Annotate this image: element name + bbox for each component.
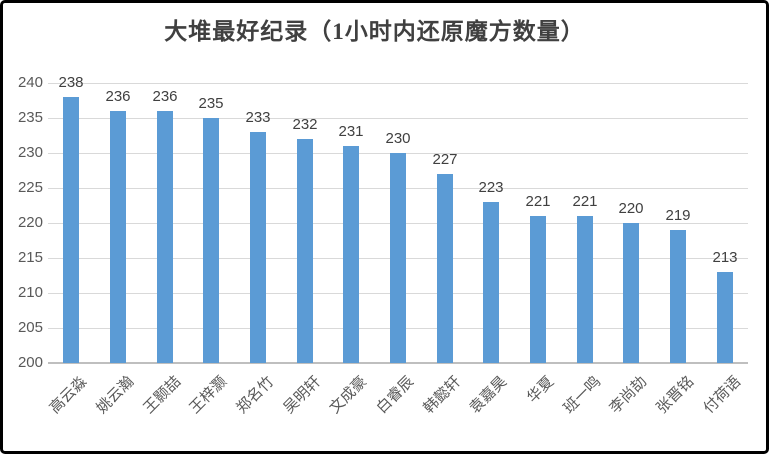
bar-value-label: 232 (292, 116, 318, 133)
bar (343, 146, 359, 363)
x-axis-category-label: 吴明轩 (280, 373, 325, 417)
bar-value-label: 221 (525, 193, 551, 210)
gridline (48, 83, 748, 84)
bar (203, 118, 219, 363)
gridline (48, 118, 748, 119)
x-axis-category-label: 韩懿轩 (420, 373, 465, 417)
bar-value-label: 223 (478, 179, 504, 196)
bar (390, 153, 406, 363)
x-axis-category-label: 袁嘉昊 (466, 373, 511, 417)
y-axis-tick-label: 210 (17, 284, 43, 301)
bar (110, 111, 126, 363)
bar-value-label: 231 (338, 123, 364, 140)
bar (157, 111, 173, 363)
y-axis-tick-label: 240 (17, 74, 43, 91)
bar (623, 223, 639, 363)
bar (483, 202, 499, 363)
bar-value-label: 227 (432, 151, 458, 168)
bar-value-label: 238 (58, 74, 84, 91)
bar (530, 216, 546, 363)
bar-value-label: 236 (152, 88, 178, 105)
bar-value-label: 230 (385, 130, 411, 147)
bar-value-label: 219 (665, 207, 691, 224)
x-axis-category-label: 付荷语 (700, 373, 745, 417)
x-axis-category-label: 班一鸣 (560, 373, 605, 417)
chart-title: 大堆最好纪录（1小时内还原魔方数量） (164, 19, 585, 44)
bar (250, 132, 266, 363)
y-axis-tick-label: 205 (17, 319, 43, 336)
y-axis-tick-label: 225 (17, 179, 43, 196)
bar-value-label: 220 (618, 200, 644, 217)
x-axis-category-label: 张晋铭 (653, 373, 698, 417)
bar (670, 230, 686, 363)
bar-value-label: 233 (245, 109, 271, 126)
bar-chart: 大堆最好纪录（1小时内还原魔方数量） 200 205 210 215 220 225 230… (3, 3, 766, 451)
bar-value-label: 236 (105, 88, 131, 105)
x-axis-category-label: 王梓灏 (186, 373, 231, 417)
y-axis-tick-label: 230 (17, 144, 43, 161)
x-axis-category-label: 高云淼 (46, 373, 91, 417)
bar (63, 97, 79, 363)
x-axis-category-label: 白睿辰 (373, 373, 418, 417)
bar (577, 216, 593, 363)
x-axis-category-label: 华夏 (524, 373, 558, 407)
x-axis-category-label: 李尚劼 (606, 373, 651, 417)
bar (297, 139, 313, 363)
bar (717, 272, 733, 363)
bar-value-label: 213 (712, 249, 738, 266)
bar (437, 174, 453, 363)
x-axis-category-label: 郑名竹 (233, 373, 278, 417)
x-axis-category-label: 姚云瀚 (93, 373, 138, 417)
y-axis-tick-label: 220 (17, 214, 43, 231)
x-axis-category-label: 王颢喆 (140, 373, 185, 417)
x-axis-category-label: 文成豪 (326, 373, 371, 417)
bar-value-label: 221 (572, 193, 598, 210)
y-axis-tick-label: 200 (17, 354, 43, 371)
y-axis-tick-label: 235 (17, 109, 43, 126)
x-axis-line (48, 362, 748, 364)
y-axis-tick-label: 215 (17, 249, 43, 266)
bar-value-label: 235 (198, 95, 224, 112)
